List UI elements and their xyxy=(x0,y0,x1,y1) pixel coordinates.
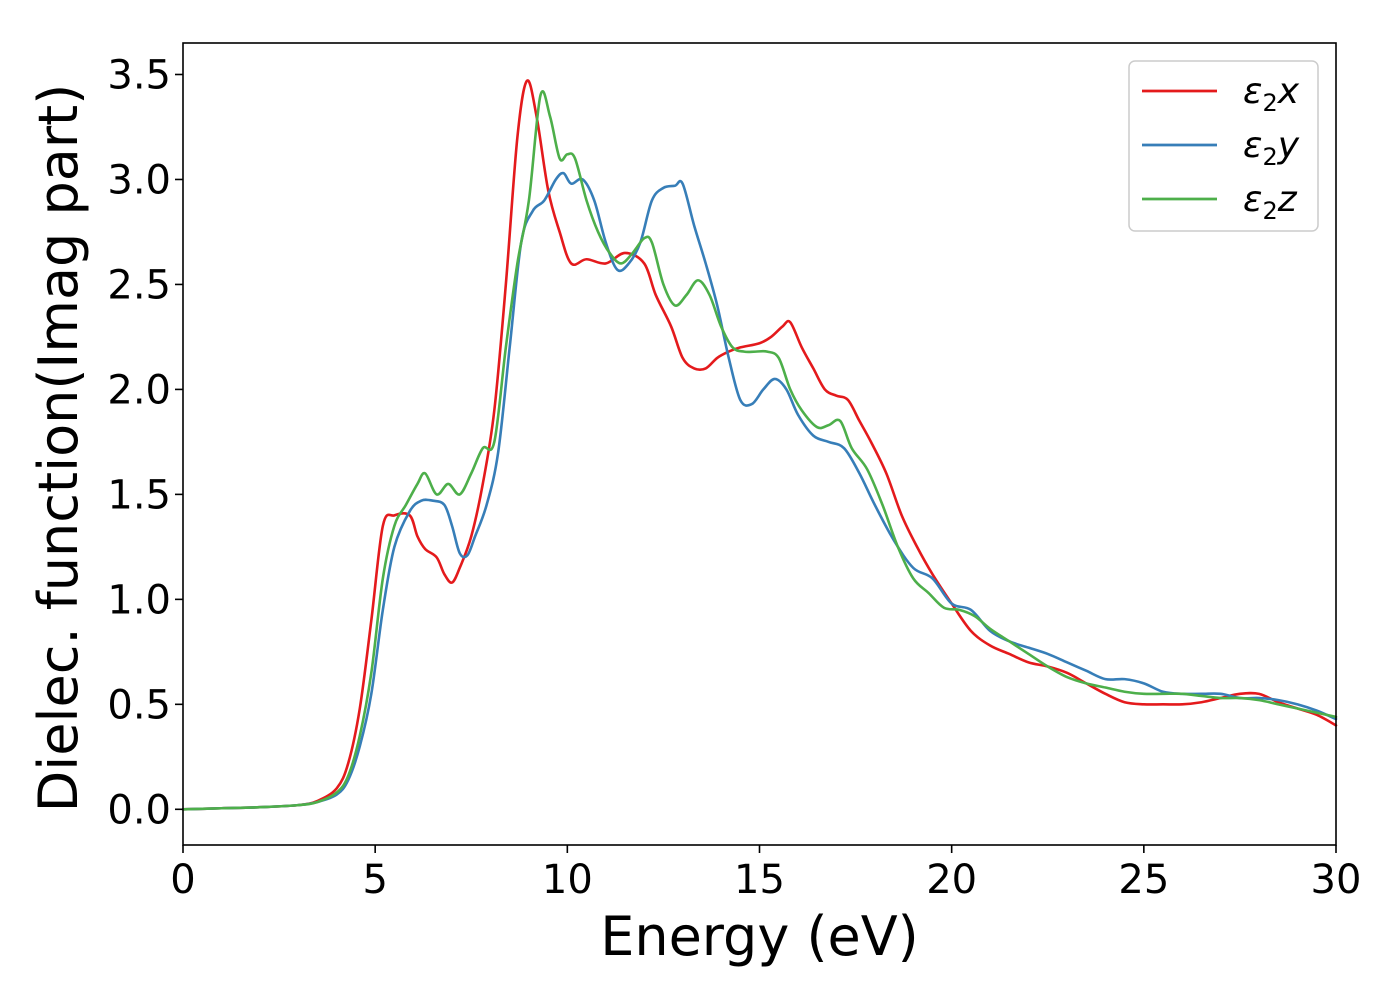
series-line-z xyxy=(181,90,1338,811)
y-tick-label: 1.5 xyxy=(107,472,171,518)
y-tick-label: 0.0 xyxy=(107,787,171,833)
x-tick-label: 10 xyxy=(542,857,593,903)
x-axis-title: Energy (eV) xyxy=(600,905,919,968)
x-tick-label: 30 xyxy=(1311,857,1362,903)
legend-box xyxy=(1128,60,1319,232)
x-tick-label: 0 xyxy=(170,857,195,903)
legend-symbol: ε xyxy=(1243,179,1262,220)
y-tick-label: 2.0 xyxy=(107,367,171,413)
y-tick-label: 0.5 xyxy=(107,682,171,728)
y-tick-label: 3.5 xyxy=(107,52,171,98)
legend-subscript: 2 xyxy=(1262,143,1277,171)
x-tick-label: 20 xyxy=(926,857,977,903)
y-tick-label: 1.0 xyxy=(107,577,171,623)
legend-variable: z xyxy=(1277,179,1298,220)
y-tick-label: 3.0 xyxy=(107,157,171,203)
x-tick-label: 5 xyxy=(362,857,387,903)
legend-label-z: ε2z xyxy=(1243,179,1298,225)
y-axis-title: Dielec. function(Imag part) xyxy=(27,84,90,813)
series-line-y xyxy=(181,171,1338,811)
x-tick-label: 25 xyxy=(1118,857,1169,903)
legend-label-y: ε2y xyxy=(1243,125,1300,171)
x-axis-ticks: 0 5 10 15 20 25 30 xyxy=(170,845,1361,903)
legend-variable: y xyxy=(1277,125,1300,166)
legend-symbol: ε xyxy=(1243,125,1262,166)
legend-label-x: ε2x xyxy=(1243,71,1300,117)
y-tick-label: 2.5 xyxy=(107,262,171,308)
y-axis-ticks: 0.0 0.5 1.0 1.5 2.0 2.5 3.0 3.5 xyxy=(107,52,183,833)
x-tick-label: 15 xyxy=(734,857,785,903)
legend-symbol: ε xyxy=(1243,71,1262,112)
series-layer xyxy=(181,79,1338,811)
legend-subscript: 2 xyxy=(1262,197,1277,225)
legend-variable: x xyxy=(1277,71,1300,112)
legend-subscript: 2 xyxy=(1262,89,1277,117)
